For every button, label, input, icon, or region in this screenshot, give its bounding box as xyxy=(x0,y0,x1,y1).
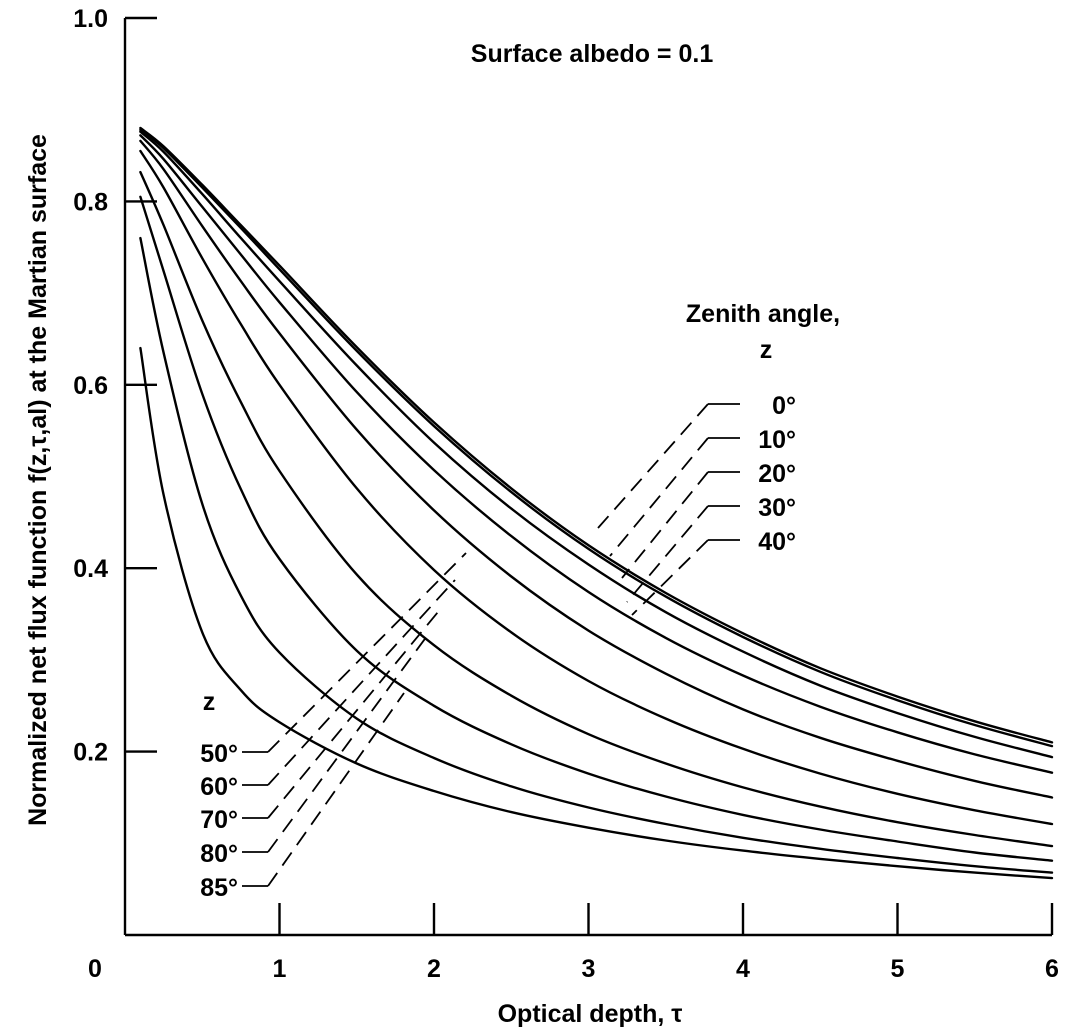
legend-dash-60deg xyxy=(267,579,456,786)
y-axis-title: Normalized net flux function f(z,τ,al) a… xyxy=(24,134,52,826)
series-line-85deg xyxy=(139,346,1054,880)
x-tick-label: 2 xyxy=(427,955,441,983)
chart-title: Surface albedo = 0.1 xyxy=(471,40,714,68)
x-tick-label: 6 xyxy=(1045,955,1059,983)
curves xyxy=(139,126,1054,880)
legend-label-0deg: 0° xyxy=(772,392,796,420)
legend-dash-10deg xyxy=(609,437,709,557)
legend-label-10deg: 10° xyxy=(758,426,796,454)
series-line-40deg xyxy=(139,139,1054,799)
labels: 0 1 2 3 4 5 6 0.2 0.4 0.6 0.8 1.0 Optical depth, τ No… xyxy=(24,5,1059,1028)
legend: 0° 10° 20° 30° 40° 50° 60° 70° 80° 85° xyxy=(200,392,796,902)
legend-dash-20deg xyxy=(621,471,709,579)
series-line-70deg xyxy=(139,195,1054,862)
axes xyxy=(123,16,1054,937)
y-tick-label: 0.8 xyxy=(73,188,108,216)
legend-dash-40deg xyxy=(631,539,709,616)
legend-title-line2: z xyxy=(760,336,773,364)
legend-label-50deg: 50° xyxy=(200,740,238,768)
series-line-0deg xyxy=(139,126,1054,744)
y-tick-label: 0.6 xyxy=(73,372,108,400)
legend-dash-0deg xyxy=(597,403,709,529)
legend-dash-50deg xyxy=(267,552,467,753)
y-tick-label: 1.0 xyxy=(73,5,108,33)
legend-label-30deg: 30° xyxy=(758,494,796,522)
legend-dash-85deg xyxy=(267,692,405,887)
series-line-60deg xyxy=(139,170,1054,848)
legend-title-line1: Zenith angle, xyxy=(686,300,840,328)
x-tick-label: 0 xyxy=(88,955,102,983)
x-tick-label: 4 xyxy=(736,955,750,983)
x-tick-label: 3 xyxy=(582,955,596,983)
x-axis-title: Optical depth, τ xyxy=(498,1000,683,1028)
x-tick-label: 1 xyxy=(273,955,287,983)
legend-dash-30deg xyxy=(626,505,709,603)
legend-title-lower: z xyxy=(203,688,216,716)
legend-label-20deg: 20° xyxy=(758,460,796,488)
x-tick-label: 5 xyxy=(891,955,905,983)
legend-dash-80deg xyxy=(267,635,428,853)
series-line-10deg xyxy=(139,128,1054,748)
legend-dash-70deg xyxy=(267,611,439,819)
legend-label-80deg: 80° xyxy=(200,840,238,868)
legend-label-60deg: 60° xyxy=(200,773,238,801)
series-line-80deg xyxy=(139,236,1054,874)
legend-label-40deg: 40° xyxy=(758,528,796,556)
y-tick-label: 0.4 xyxy=(73,555,108,583)
legend-label-70deg: 70° xyxy=(200,806,238,834)
series-line-50deg xyxy=(139,149,1054,826)
series-line-30deg xyxy=(139,134,1054,774)
legend-label-85deg: 85° xyxy=(200,874,238,902)
y-tick-label: 0.2 xyxy=(73,739,108,767)
series-line-20deg xyxy=(139,130,1054,759)
